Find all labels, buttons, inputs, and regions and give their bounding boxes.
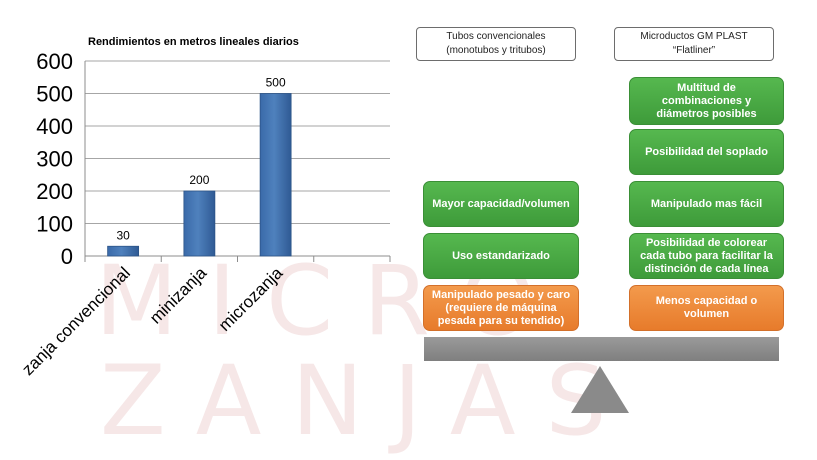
y-tick-label: 500 [36,82,73,107]
microducts-header-line1: Microductos GM PLAST [640,31,748,42]
bar-chart: Rendimientos en metros lineales diarios … [18,36,391,379]
right-item-color-coding: Posibilidad de colorear cada tubo para f… [629,233,784,279]
microducts-header: Microductos GM PLAST “Flatliner” [614,27,774,61]
y-tick-label: 100 [36,212,73,237]
left-item-heavy-handling: Manipulado pesado y caro (requiere de má… [423,285,579,331]
left-item-standardized: Uso estandarizado [423,233,579,279]
scale-fulcrum [571,366,629,413]
right-item-blowing: Posibilidad del soplado [629,129,784,175]
conventional-tubes-header-line2: (monotubos y tritubos) [446,45,546,56]
data-label: 30 [116,228,130,242]
conventional-tubes-header: Tubos convencionales (monotubos y tritub… [416,27,576,61]
y-tick-label: 600 [36,49,73,74]
right-item-less-capacity: Menos capacidad o volumen [629,285,784,331]
y-tick-label: 200 [36,179,73,204]
right-item-combinations: Multitud de combinaciones y diámetros po… [629,77,784,125]
microducts-header-line2: “Flatliner” [672,45,716,56]
category-label: minizanja [146,263,211,328]
bar [183,190,216,257]
bar [259,93,292,257]
y-tick-label: 400 [36,114,73,139]
conventional-tubes-header-line1: Tubos convencionales [446,31,546,42]
left-item-capacity: Mayor capacidad/volumen [423,181,579,227]
bar [107,245,140,257]
y-tick-label: 300 [36,147,73,172]
scale-beam [424,337,779,361]
category-label: microzanja [215,263,287,335]
data-label: 200 [189,173,209,187]
y-tick-label: 0 [61,244,73,269]
category-label: zanja convencional [18,263,134,379]
right-item-easier-handling: Manipulado mas fácil [629,181,784,227]
chart-title: Rendimientos en metros lineales diarios [88,36,299,48]
data-label: 500 [266,76,286,90]
